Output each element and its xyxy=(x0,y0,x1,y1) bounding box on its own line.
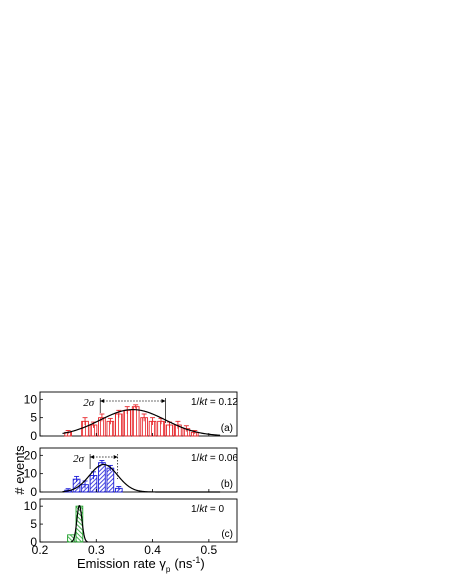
condition-variable: kt xyxy=(199,453,208,464)
condition-label: 1/kt = 0.12 xyxy=(191,397,238,408)
x-axis-label-sub: p xyxy=(166,565,171,574)
histogram-bar xyxy=(106,467,115,493)
condition-prefix: 1/ xyxy=(191,397,200,408)
y-tick-label: 10 xyxy=(24,499,38,513)
y-tick-label: 20 xyxy=(24,448,38,462)
sigma-arrow-head-left xyxy=(100,399,105,403)
x-axis-label-unit: (ns xyxy=(174,556,193,571)
x-axis-label: Emission rate γp (ns-1) xyxy=(77,555,205,574)
sigma-label: 2σ xyxy=(83,397,95,409)
gaussian-fit-line xyxy=(62,463,221,493)
y-tick-label: 0 xyxy=(30,485,37,499)
panel-a: 2σ 1/kt = 0.12 (a) 0 5 10 xyxy=(24,391,238,443)
histogram-bar xyxy=(123,409,132,437)
panel-c: 1/kt = 0 (c) 0 5 10 0.2 0.3 0.4 0.5 xyxy=(24,498,238,557)
condition-variable: kt xyxy=(199,397,208,408)
x-tick-label: 0.2 xyxy=(32,543,49,557)
sigma-arrow-head-right xyxy=(161,399,166,403)
plot-frame xyxy=(39,498,238,543)
y-tick-label: 10 xyxy=(24,467,38,481)
panel-label: (a) xyxy=(221,423,233,434)
condition-value: = 0.06 xyxy=(207,453,238,464)
panel-label: (b) xyxy=(221,479,233,490)
y-tick-label: 5 xyxy=(30,411,37,425)
condition-prefix: 1/ xyxy=(191,504,200,515)
x-axis-label-close: ) xyxy=(200,556,204,571)
histogram-bar xyxy=(131,406,140,437)
panel-label: (c) xyxy=(221,529,233,540)
x-tick-label: 0.4 xyxy=(144,543,161,557)
plot-frame xyxy=(39,447,238,493)
condition-variable: kt xyxy=(199,504,208,515)
x-tick-label: 0.3 xyxy=(88,543,105,557)
sigma-arrow-head-left xyxy=(90,455,95,459)
condition-label: 1/kt = 0.06 xyxy=(191,453,238,464)
sigma-arrow-head-right xyxy=(113,455,118,459)
panel-b: 2σ 1/kt = 0.06 (b) 0 10 20 xyxy=(24,447,238,499)
y-tick-label: 0 xyxy=(30,535,37,549)
condition-value: = 0.12 xyxy=(207,397,238,408)
y-axis-label: # events xyxy=(12,445,27,495)
x-axis-label-exp: -1 xyxy=(192,555,200,565)
condition-value: = 0 xyxy=(207,504,224,515)
x-tick-label: 0.5 xyxy=(201,543,218,557)
histogram-bar xyxy=(98,462,106,493)
gaussian-fit-line xyxy=(62,409,221,436)
condition-prefix: 1/ xyxy=(191,453,200,464)
histogram-bar xyxy=(75,505,84,543)
y-tick-label: 0 xyxy=(30,429,37,443)
condition-label: 1/kt = 0 xyxy=(191,504,225,515)
gaussian-fit-line xyxy=(70,504,88,543)
sigma-label: 2σ xyxy=(73,453,85,465)
y-tick-label: 10 xyxy=(24,392,38,406)
y-tick-label: 5 xyxy=(30,517,37,531)
x-axis-label-main: Emission rate γ xyxy=(77,556,166,571)
